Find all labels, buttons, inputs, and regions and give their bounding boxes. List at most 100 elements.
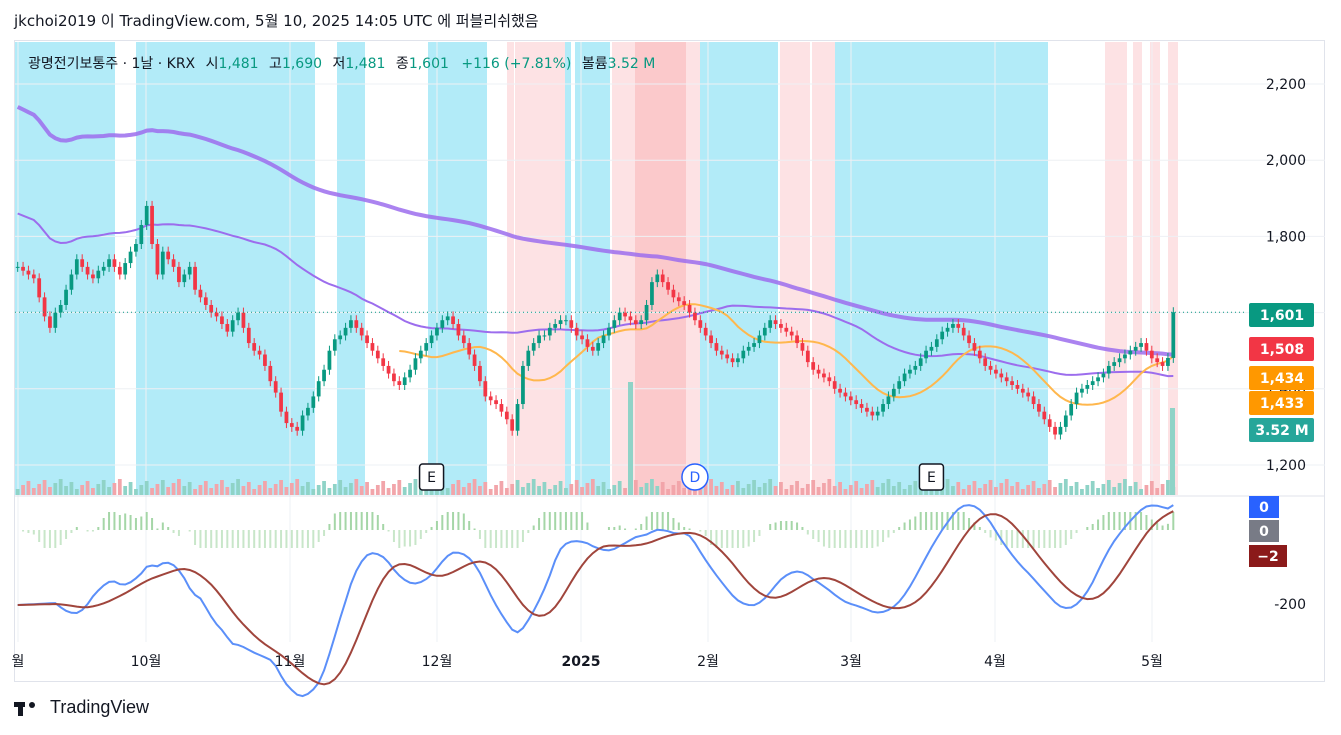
macd-histogram-bar	[548, 512, 551, 530]
candle-body	[134, 244, 138, 252]
macd-histogram-bar	[672, 518, 675, 530]
volume-bar	[322, 481, 326, 495]
volume-bar	[918, 488, 923, 495]
candle-body	[53, 312, 58, 328]
macd-histogram-bar	[930, 512, 933, 530]
volume-bar	[666, 489, 670, 495]
volume-bar	[585, 483, 590, 495]
price-axis-badge	[1249, 391, 1314, 415]
volume-bar	[117, 479, 122, 495]
candle-body	[478, 365, 482, 382]
volume-bar	[48, 487, 52, 495]
macd-histogram-bar	[280, 530, 283, 548]
volume-bar	[488, 489, 493, 495]
tradingview-footer[interactable]: TradingView	[14, 697, 149, 718]
candle-body	[574, 327, 579, 336]
macd-histogram-bar	[994, 530, 997, 541]
macd-histogram-bar	[108, 512, 111, 530]
candle-body	[687, 304, 692, 313]
macd-histogram-bar	[833, 530, 836, 548]
macd-histogram-bar	[661, 512, 664, 530]
publish-header: jkchoi2019 이 TradingView.com, 5월 10, 202…	[14, 12, 539, 30]
x-tick-label: 월	[12, 654, 25, 670]
macd-histogram-bar	[564, 512, 567, 530]
candle-body	[666, 282, 670, 290]
bg-band	[612, 42, 635, 495]
candle-body	[521, 365, 525, 405]
candle-body	[682, 301, 687, 305]
candle-body	[553, 324, 558, 328]
macd-histogram-bar	[989, 530, 992, 538]
macd-histogram-bar	[650, 512, 653, 530]
macd-histogram-bar	[38, 530, 41, 542]
candle-body	[37, 278, 42, 298]
volume-bar	[171, 483, 176, 495]
candle-body	[832, 381, 837, 389]
macd-line	[17, 504, 1174, 698]
candle-body	[929, 346, 934, 351]
candle-body	[392, 373, 396, 382]
macd-histogram-bar	[22, 530, 25, 532]
macd-histogram-bar	[871, 530, 874, 548]
volume-bar	[268, 488, 273, 495]
volume-bar	[338, 480, 343, 495]
macd-histogram-bar	[1086, 527, 1089, 530]
candle-body	[752, 343, 756, 347]
volume-bar	[139, 485, 144, 495]
candle-body	[144, 205, 149, 225]
volume-bar	[478, 486, 482, 495]
volume-bar	[155, 484, 160, 495]
bg-band	[507, 42, 514, 495]
symbol-label: 광명전기보통주 · 1날 · KRX	[28, 56, 196, 72]
macd-histogram-bar	[710, 530, 713, 545]
volume-bar	[795, 481, 799, 495]
candle-body	[279, 392, 283, 412]
candle-body	[1004, 377, 1009, 382]
macd-histogram-bar	[511, 530, 514, 548]
macd-histogram-bar	[1156, 522, 1159, 530]
macd-axis-label: 0	[1259, 500, 1269, 516]
candle-body	[499, 404, 504, 412]
macd-histogram-bar	[844, 530, 847, 548]
volume-bar	[709, 479, 713, 495]
bg-band	[337, 42, 365, 495]
macd-histogram-bar	[113, 512, 116, 530]
macd-histogram-bar	[1075, 530, 1078, 533]
candle-body	[101, 266, 106, 271]
candle-body	[1085, 384, 1090, 389]
candle-body	[349, 320, 353, 328]
volume-bar	[504, 488, 509, 495]
volume-bar	[1155, 488, 1160, 495]
candle-body	[601, 335, 606, 344]
candle-body	[617, 312, 622, 321]
volume-bar	[1063, 479, 1068, 495]
volume-bar	[655, 486, 660, 495]
volume-bar	[1101, 484, 1106, 495]
macd-histogram-bar	[1037, 530, 1040, 548]
macd-histogram-bar	[1011, 530, 1014, 548]
candle-body	[1080, 388, 1084, 393]
candle-body	[1144, 343, 1149, 351]
candle-body	[913, 365, 918, 370]
macd-histogram-bar	[876, 530, 879, 547]
bg-band	[1133, 42, 1142, 495]
macd-histogram-bar	[301, 530, 304, 548]
volume-bar	[547, 489, 552, 495]
macd-histogram-bar	[1091, 524, 1094, 530]
candle-body	[171, 259, 176, 267]
macd-histogram-bar	[1048, 530, 1051, 548]
volume-bar	[182, 486, 187, 495]
macd-histogram-bar	[247, 530, 250, 548]
candle-body	[827, 377, 832, 382]
volume-bar	[870, 480, 875, 495]
candle-body	[994, 369, 998, 374]
volume-bar	[445, 488, 450, 495]
price-axis-badge	[1249, 303, 1314, 327]
candle-body	[725, 354, 730, 359]
macd-histogram-bar	[1032, 530, 1035, 548]
candle-body	[1123, 354, 1127, 359]
bg-band	[1150, 42, 1160, 495]
candle-body	[1058, 426, 1063, 435]
macd-histogram-bar	[188, 530, 191, 532]
